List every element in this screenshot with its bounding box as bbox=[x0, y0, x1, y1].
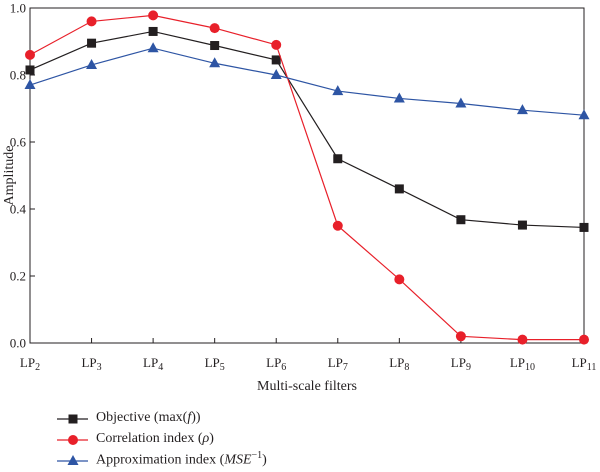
x-tick-label: LP3 bbox=[81, 355, 101, 373]
legend-item: Objective (max(f)) bbox=[56, 407, 267, 428]
series-layer bbox=[24, 10, 590, 345]
data-point bbox=[333, 154, 343, 164]
x-tick-label: LP4 bbox=[143, 355, 163, 373]
data-point bbox=[209, 23, 220, 34]
data-point bbox=[148, 10, 159, 21]
data-point bbox=[394, 184, 404, 194]
x-tick-label: LP9 bbox=[451, 355, 471, 373]
series-triangle bbox=[24, 42, 590, 120]
series-square bbox=[25, 26, 589, 232]
data-point bbox=[25, 65, 35, 75]
y-axis: 0.0 0.2 0.4 0.6 0.8 1.0 bbox=[10, 1, 35, 351]
data-point bbox=[210, 41, 220, 51]
data-point bbox=[271, 55, 281, 65]
legend-marker bbox=[67, 454, 79, 465]
series-line bbox=[29, 47, 585, 116]
legend-swatch bbox=[57, 454, 88, 465]
x-tick-label: LP11 bbox=[572, 355, 597, 373]
data-point bbox=[578, 109, 590, 120]
y-tick-label: 0.2 bbox=[10, 269, 26, 284]
legend-marker bbox=[68, 414, 78, 423]
data-point bbox=[86, 16, 97, 27]
data-point bbox=[332, 85, 344, 96]
y-tick-label: 0.4 bbox=[10, 202, 27, 217]
x-tick-label: LP2 bbox=[20, 355, 40, 373]
y-tick-label: 0.8 bbox=[10, 68, 26, 83]
plot-area bbox=[29, 7, 585, 344]
data-point bbox=[579, 222, 589, 232]
data-point bbox=[332, 220, 343, 231]
data-point bbox=[517, 334, 528, 345]
x-tick-label: LP8 bbox=[389, 355, 409, 373]
series-line bbox=[29, 14, 584, 341]
x-tick-label: LP7 bbox=[328, 355, 348, 373]
data-point bbox=[579, 334, 589, 345]
legend-swatch bbox=[57, 434, 88, 445]
data-point bbox=[209, 57, 221, 68]
data-point bbox=[147, 42, 159, 53]
legend-marker bbox=[68, 434, 78, 445]
plot-frame bbox=[29, 7, 585, 344]
data-point bbox=[394, 274, 405, 285]
legend-item: Correlation index (ρ) bbox=[56, 428, 267, 449]
series-line bbox=[29, 30, 585, 229]
data-point bbox=[455, 331, 466, 342]
data-point bbox=[271, 39, 282, 50]
data-point bbox=[87, 38, 97, 48]
data-point bbox=[25, 49, 35, 60]
data-point bbox=[455, 97, 467, 108]
x-axis-title: Multi-scale filters bbox=[257, 379, 357, 394]
y-axis-title: Amplitude bbox=[2, 146, 17, 206]
data-point bbox=[393, 92, 405, 103]
legend-label: Objective (max(f)) bbox=[96, 409, 201, 425]
data-point bbox=[516, 104, 528, 115]
data-point bbox=[24, 79, 36, 90]
data-point bbox=[456, 215, 466, 225]
legend-label: Correlation index (ρ) bbox=[96, 430, 214, 446]
legend-label: Approximation index (MSE−1) bbox=[96, 450, 267, 468]
y-tick-label: 0.0 bbox=[10, 336, 26, 351]
x-tick-label: LP6 bbox=[266, 355, 286, 373]
data-point bbox=[86, 58, 98, 69]
x-tick-label: LP10 bbox=[510, 355, 535, 373]
data-point bbox=[148, 26, 158, 36]
y-tick-label: 0.6 bbox=[10, 135, 27, 150]
y-tick-label: 1.0 bbox=[10, 1, 26, 16]
legend-item: Approximation index (MSE−1) bbox=[56, 449, 267, 470]
x-axis: LP2 LP3 LP4 LP5 LP6 LP7 LP8 LP9 LP10 LP11 bbox=[20, 338, 596, 373]
legend: Objective (max(f)) Correlation index (ρ) A… bbox=[56, 407, 267, 470]
data-point bbox=[517, 220, 527, 230]
data-point bbox=[270, 69, 282, 79]
legend-swatch bbox=[57, 414, 88, 423]
series-circle bbox=[25, 10, 589, 345]
x-tick-label: LP5 bbox=[205, 355, 225, 373]
